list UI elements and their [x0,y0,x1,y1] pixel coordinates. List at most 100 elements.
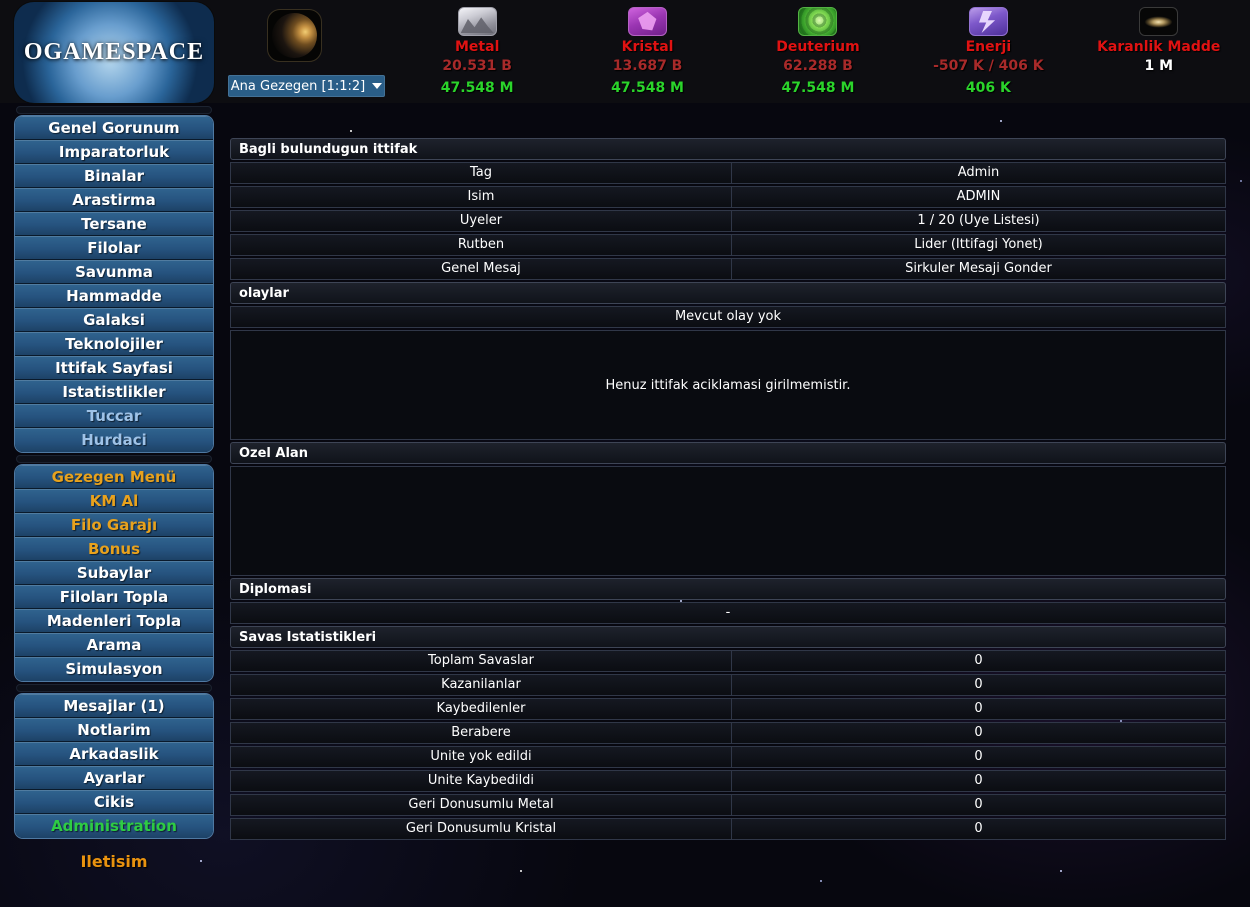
sidebar-item-filolar[interactable]: Filolar [15,236,213,260]
sidebar-item-madenleri-topla[interactable]: Madenleri Topla [15,609,213,633]
table-row: Kaybedilenler 0 [230,698,1226,720]
events-section-header: olaylar [230,282,1226,304]
sidebar-item-imparatorluk[interactable]: Imparatorluk [15,140,213,164]
row-value[interactable]: Admin [957,165,1000,180]
sidebar-item-istatistlikler[interactable]: Istatistlikler [15,380,213,404]
planet-select-dropdown[interactable]: Ana Gezegen [1:1:2] [228,75,385,97]
sidebar-item-tersane[interactable]: Tersane [15,212,213,236]
sidebar-item-arastirma[interactable]: Arastirma [15,188,213,212]
resource-label: Enerji [965,39,1012,55]
resource-value-green: 47.548 M [440,80,514,96]
resource-enerji: Enerji -507 K / 406 K 406 K [923,5,1053,100]
table-row: Geri Donusumlu Kristal 0 [230,818,1226,840]
sidebar-group-separator [16,455,212,463]
main-content: Bagli bulundugun ittifak Tag Admin Isim ADM… [230,138,1226,842]
events-empty-text: Mevcut olay yok [674,309,782,324]
row-label: Tag [231,163,732,183]
row-value[interactable]: ADMIN [956,189,1001,204]
custom-area-section-header: Ozel Alan [230,442,1226,464]
metal-icon [457,7,497,36]
resource-deuterium: Deuterium 62.288 B 47.548 M [753,5,883,100]
sidebar-item-genel-gorunum[interactable]: Genel Gorunum [15,116,213,140]
sidebar-item-km-al[interactable]: KM Al [15,489,213,513]
sidebar-item-filolar-topla[interactable]: Filoları Topla [15,585,213,609]
sidebar-item-ayarlar[interactable]: Ayarlar [15,766,213,790]
sidebar-item-teknolojiler[interactable]: Teknolojiler [15,332,213,356]
resource-value-green: 406 K [965,80,1011,96]
resource-value-green: 47.548 M [781,80,855,96]
row-value: 0 [974,653,983,668]
deuterium-icon [798,7,838,36]
row-label: Genel Mesaj [231,259,732,279]
resource-value-white: 1 M [1144,58,1174,74]
alliance-section-header: Bagli bulundugun ittifak [230,138,1226,160]
diplomacy-row: - [230,602,1226,624]
sidebar-item-hurdaci[interactable]: Hurdaci [15,428,213,452]
sidebar-item-arkadaslik[interactable]: Arkadaslik [15,742,213,766]
planet-thumbnail-icon[interactable] [267,9,322,62]
table-row: Rutben Lider (Ittifagi Yonet) [230,234,1226,256]
sidebar-item-mesajlar-1[interactable]: Mesajlar (1) [15,694,213,718]
row-label: Toplam Savaslar [231,651,732,671]
row-value: 0 [974,773,983,788]
row-value[interactable]: Lider (Ittifagi Yonet) [914,237,1043,252]
war-stats-section-header: Savas Istatistikleri [230,626,1226,648]
resource-value-red: -507 K / 406 K [933,58,1044,74]
resource-label: Deuterium [776,39,860,55]
resource-label: Metal [455,39,500,55]
alliance-table: Tag Admin Isim ADMIN Uyeler 1 / 20 (Uye Liste… [230,162,1226,280]
sidebar-item-simulasyon[interactable]: Simulasyon [15,657,213,681]
game-logo-text: OGAMESPACE [23,39,205,65]
resource-label: Karanlik Madde [1097,39,1221,55]
table-row: Kazanilanlar 0 [230,674,1226,696]
table-row: Geri Donusumlu Metal 0 [230,794,1226,816]
sidebar-item-notlarim[interactable]: Notlarim [15,718,213,742]
row-value: 0 [974,749,983,764]
energy-icon [968,7,1008,36]
sidebar-item-hammadde[interactable]: Hammadde [15,284,213,308]
alliance-description-box: Henuz ittifak aciklamasi girilmemistir. [230,330,1226,440]
sidebar-group-separator [16,106,212,114]
resource-value-green: 47.548 M [611,80,684,96]
sidebar-group: Gezegen Menü KM Al Filo Garajı Bonus Subayla… [15,465,213,681]
table-row: Unite Kaybedildi 0 [230,770,1226,792]
war-stats-table: Toplam Savaslar 0 Kazanilanlar 0 Kaybedilenl… [230,650,1226,840]
custom-area-box [230,466,1226,576]
sidebar-item-subaylar[interactable]: Subaylar [15,561,213,585]
diplomacy-text: - [725,605,731,620]
row-value[interactable]: Sirkuler Mesaji Gonder [905,261,1052,276]
crystal-icon [628,7,668,36]
sidebar-item-savunma[interactable]: Savunma [15,260,213,284]
row-value: 0 [974,701,983,716]
sidebar-item-binalar[interactable]: Binalar [15,164,213,188]
row-label: Geri Donusumlu Metal [231,795,732,815]
row-label: Uyeler [231,211,732,231]
sidebar-group-separator [16,684,212,692]
resource-metal: Metal 20.531 B 47.548 M [412,5,542,100]
row-value: 0 [974,821,983,836]
game-logo[interactable]: OGAMESPACE [14,2,214,103]
sidebar-item-galaksi[interactable]: Galaksi [15,308,213,332]
row-value: 0 [974,725,983,740]
row-value: 0 [974,797,983,812]
sidebar-item-cikis[interactable]: Cikis [15,790,213,814]
row-value[interactable]: 1 / 20 (Uye Listesi) [917,213,1040,228]
table-row: Isim ADMIN [230,186,1226,208]
row-label: Kaybedilenler [231,699,732,719]
sidebar-item-gezegen-men[interactable]: Gezegen Menü [15,465,213,489]
row-label: Geri Donusumlu Kristal [231,819,732,839]
table-row: Unite yok edildi 0 [230,746,1226,768]
chevron-down-icon [372,83,383,89]
row-label: Isim [231,187,732,207]
sidebar-item-arama[interactable]: Arama [15,633,213,657]
sidebar-item-tuccar[interactable]: Tuccar [15,404,213,428]
events-empty-row: Mevcut olay yok [230,306,1226,328]
sidebar-item-bonus[interactable]: Bonus [15,537,213,561]
sidebar-item-ittifak-sayfasi[interactable]: Ittifak Sayfasi [15,356,213,380]
sidebar-item-administration[interactable]: Administration [15,814,213,838]
table-row: Berabere 0 [230,722,1226,744]
sidebar-item-filo-garaj[interactable]: Filo Garajı [15,513,213,537]
contact-link[interactable]: Iletisim [80,852,148,871]
row-label: Unite Kaybedildi [231,771,732,791]
table-row: Uyeler 1 / 20 (Uye Listesi) [230,210,1226,232]
